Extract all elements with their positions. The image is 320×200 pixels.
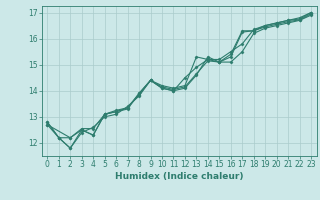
X-axis label: Humidex (Indice chaleur): Humidex (Indice chaleur) bbox=[115, 172, 244, 181]
